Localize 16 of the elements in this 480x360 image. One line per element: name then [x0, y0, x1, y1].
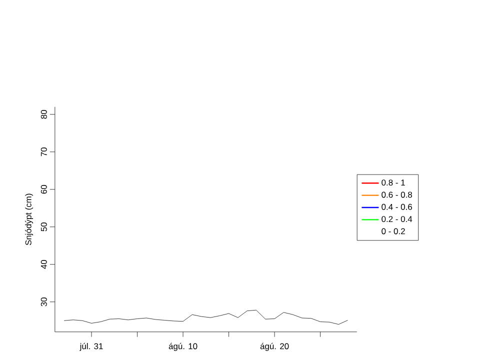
legend-label: 0.4 - 0.6	[382, 204, 412, 210]
y-tick-label: 30	[40, 298, 47, 306]
legend-label: 0.8 - 1	[382, 180, 405, 186]
x-tick-label: ágú. 10	[168, 342, 198, 351]
legend-label: 0.2 - 0.4	[382, 216, 412, 222]
x-tick-label: júl. 31	[80, 342, 103, 351]
y-tick-label: 70	[40, 148, 47, 156]
y-tick-label: 60	[40, 185, 47, 194]
y-tick-label: 40	[40, 260, 47, 269]
line-series	[64, 310, 348, 325]
legend-label: 0.6 - 0.8	[382, 192, 412, 198]
y-axis-title: Snjódýpt (cm)	[25, 194, 34, 246]
y-tick-label: 80	[40, 110, 47, 119]
text: 0 - 0.2	[382, 228, 405, 234]
y-tick-label: 50	[40, 222, 47, 232]
x-tick-label: ágú. 20	[260, 342, 289, 351]
